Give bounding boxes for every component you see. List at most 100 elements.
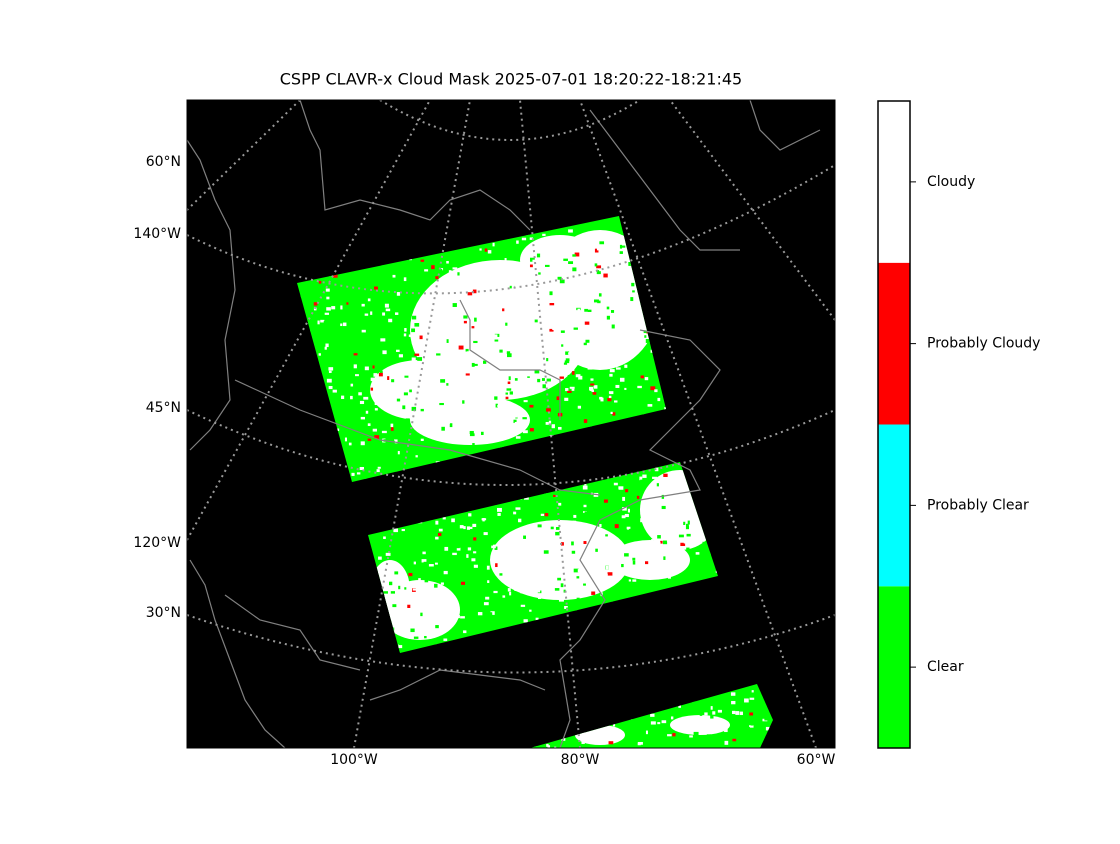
pixel bbox=[662, 540, 668, 545]
pixel bbox=[636, 292, 640, 297]
pixel bbox=[569, 574, 572, 579]
pixel bbox=[618, 486, 624, 490]
pixel bbox=[540, 382, 544, 386]
pixel bbox=[667, 575, 671, 579]
pixel bbox=[717, 709, 722, 713]
pixel bbox=[587, 367, 593, 370]
pixel bbox=[309, 327, 313, 332]
pixel bbox=[584, 321, 590, 325]
pixel bbox=[418, 635, 422, 639]
pixel bbox=[540, 513, 545, 516]
cloud-area bbox=[410, 395, 530, 445]
pixel bbox=[513, 603, 517, 607]
pixel bbox=[412, 608, 416, 612]
pixel bbox=[398, 644, 403, 649]
pixel bbox=[497, 404, 502, 408]
pixel bbox=[573, 568, 579, 573]
pixel bbox=[407, 589, 410, 593]
pixel bbox=[329, 292, 333, 297]
pixel bbox=[325, 343, 329, 348]
pixel bbox=[749, 697, 755, 700]
pixel bbox=[435, 536, 439, 540]
pixel bbox=[449, 637, 454, 640]
pixel bbox=[599, 254, 605, 258]
pixel bbox=[735, 711, 740, 715]
pixel bbox=[511, 328, 516, 332]
pixel bbox=[494, 339, 499, 342]
pixel bbox=[422, 443, 425, 446]
pixel bbox=[498, 610, 504, 615]
pixel bbox=[571, 550, 576, 554]
pixel bbox=[535, 617, 539, 622]
pixel bbox=[482, 360, 487, 364]
pixel bbox=[583, 572, 589, 577]
pixel bbox=[428, 431, 432, 435]
pixel bbox=[387, 376, 390, 380]
pixel bbox=[559, 279, 565, 284]
pixel bbox=[419, 301, 425, 304]
pixel bbox=[359, 466, 365, 471]
axis-labels: 60°N 140°W 45°N 120°W 30°N 100°W 80°W 60°W bbox=[133, 154, 835, 768]
pixel bbox=[724, 740, 729, 745]
pixel bbox=[523, 400, 528, 403]
pixel bbox=[488, 523, 492, 527]
pixel bbox=[578, 375, 583, 380]
pixel bbox=[408, 334, 413, 337]
pixel bbox=[420, 408, 424, 412]
pixel bbox=[422, 615, 427, 619]
pixel bbox=[487, 250, 492, 254]
pixel bbox=[384, 450, 388, 454]
pixel bbox=[466, 351, 471, 355]
pixel bbox=[361, 303, 365, 307]
pixel bbox=[513, 316, 519, 320]
pixel bbox=[390, 599, 395, 603]
pixel bbox=[514, 414, 518, 418]
pixel bbox=[318, 280, 322, 284]
pixel bbox=[608, 741, 614, 745]
pixel bbox=[507, 353, 512, 358]
pixel bbox=[341, 395, 345, 400]
pixel bbox=[630, 297, 634, 302]
pixel bbox=[637, 385, 642, 389]
pixel bbox=[393, 610, 396, 613]
lat-lon-label: 120°W bbox=[133, 535, 181, 551]
pixel bbox=[611, 297, 615, 302]
pixel bbox=[461, 550, 467, 554]
pixel bbox=[326, 296, 330, 300]
pixel bbox=[626, 527, 630, 530]
pixel bbox=[402, 405, 406, 410]
pixel bbox=[605, 573, 608, 578]
pixel bbox=[446, 581, 450, 585]
pixel bbox=[632, 560, 636, 565]
pixel bbox=[532, 259, 537, 262]
pixel bbox=[471, 606, 476, 610]
pixel bbox=[764, 717, 769, 721]
pixel bbox=[478, 591, 482, 595]
pixel bbox=[328, 297, 333, 301]
pixel bbox=[435, 276, 439, 280]
pixel bbox=[374, 435, 380, 439]
pixel bbox=[548, 420, 552, 424]
pixel bbox=[599, 241, 605, 245]
pixel bbox=[487, 580, 490, 584]
pixel bbox=[397, 532, 402, 536]
pixel bbox=[571, 368, 575, 371]
pixel bbox=[421, 453, 427, 458]
pixel bbox=[603, 728, 607, 732]
pixel bbox=[455, 294, 460, 298]
pixel bbox=[490, 384, 493, 389]
pixel bbox=[566, 743, 571, 747]
pixel bbox=[378, 372, 383, 377]
pixel bbox=[485, 596, 490, 600]
pixel bbox=[499, 444, 504, 449]
pixel bbox=[424, 635, 427, 639]
pixel bbox=[506, 376, 509, 380]
colorbar-segment bbox=[878, 586, 910, 748]
pixel bbox=[386, 321, 390, 325]
pixel bbox=[313, 302, 318, 306]
pixel bbox=[444, 418, 447, 422]
pixel bbox=[529, 428, 534, 432]
pixel bbox=[598, 596, 602, 600]
pixel bbox=[554, 230, 559, 234]
pixel bbox=[392, 604, 397, 608]
